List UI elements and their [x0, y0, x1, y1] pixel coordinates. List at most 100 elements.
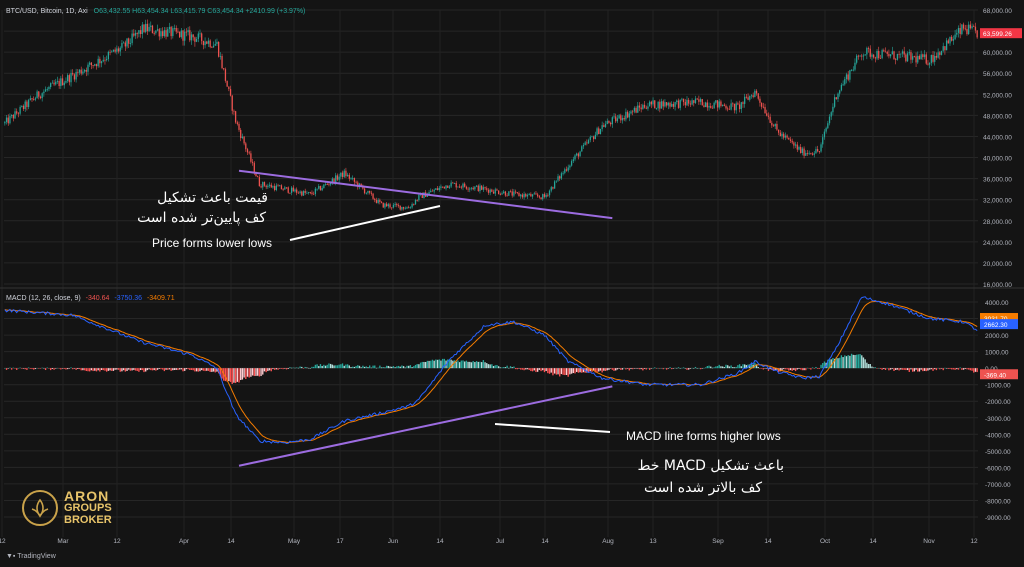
candle-body — [540, 197, 542, 200]
macd-histogram-bar — [762, 368, 765, 370]
candle-body — [257, 176, 259, 178]
macd-histogram-bar — [126, 368, 128, 372]
candle-body — [928, 62, 931, 65]
candle-body — [370, 192, 373, 194]
candle-body — [63, 82, 65, 86]
macd-histogram-bar — [24, 368, 26, 370]
macd-histogram-bar — [667, 368, 670, 369]
macd-histogram-bar — [4, 368, 6, 369]
candle-body — [156, 29, 159, 31]
macd-histogram-bar — [654, 367, 656, 369]
macd-histogram-bar — [262, 368, 264, 375]
candle-body — [801, 148, 804, 153]
macd-histogram-bar — [290, 367, 293, 369]
macd-histogram-bar — [565, 368, 568, 376]
macd-histogram-bar — [655, 368, 658, 369]
macd-histogram-bar — [440, 360, 442, 369]
macd-histogram-bar — [251, 368, 254, 376]
candle-body — [136, 32, 138, 34]
macd-histogram-bar — [492, 366, 495, 369]
candle-body — [564, 169, 566, 173]
macd-histogram-bar — [677, 367, 680, 369]
macd-histogram-bar — [874, 367, 877, 369]
macd-header[interactable]: MACD (12, 26, close, 9) -340.64 -3750.36… — [6, 295, 175, 302]
candle-body — [330, 182, 332, 185]
candle-body — [621, 118, 624, 121]
candle-body — [682, 98, 685, 103]
macd-histogram-bar — [645, 368, 647, 370]
macd-histogram-bar — [494, 365, 496, 369]
candle-body — [338, 176, 340, 180]
macd-histogram-bar — [637, 368, 639, 369]
macd-histogram-bar — [112, 368, 115, 371]
macd-histogram-bar — [750, 362, 753, 369]
candle-body — [294, 189, 296, 192]
macd-axis-label: -7000.00 — [985, 482, 1011, 489]
candle-body — [450, 182, 452, 187]
candle-body — [962, 24, 965, 29]
macd-histogram-bar — [643, 368, 646, 369]
candle-body — [688, 99, 690, 104]
candle-body — [832, 106, 834, 113]
symbol-header[interactable]: BTC/USD, Bitcoin, 1D, Axi O63,432.55 H63… — [6, 8, 305, 15]
candle-body — [260, 186, 262, 188]
candle-body — [192, 34, 194, 38]
macd-histogram-bar — [799, 368, 802, 370]
macd-histogram-bar — [616, 368, 619, 370]
macd-histogram-bar — [895, 368, 897, 370]
candle-body — [543, 194, 546, 197]
candle-body — [516, 192, 518, 193]
candle-body — [401, 206, 403, 210]
macd-histogram-bar — [341, 363, 344, 369]
candle-body — [845, 74, 848, 80]
candle-body — [387, 204, 389, 207]
candle-body — [665, 102, 668, 106]
candle-body — [207, 40, 210, 44]
macd-value: -3750.36 — [114, 295, 142, 302]
candle-body — [148, 26, 150, 32]
macd-axis-label: 2000.00 — [985, 333, 1009, 340]
macd-histogram-bar — [499, 367, 502, 369]
candle-body — [920, 54, 922, 60]
macd-histogram-bar — [888, 368, 890, 371]
candle-body — [825, 128, 827, 132]
candle-body — [864, 54, 866, 56]
candle-body — [435, 188, 437, 190]
candle-body — [406, 207, 408, 209]
macd-histogram-bar — [221, 368, 223, 379]
candle-body — [567, 167, 569, 171]
candle-body — [723, 104, 725, 106]
macd-histogram-bar — [967, 368, 970, 370]
macd-histogram-bar — [396, 366, 398, 369]
candle-body — [268, 184, 271, 186]
candle-body — [951, 36, 953, 41]
candle-body — [971, 26, 973, 29]
macd-histogram-bar — [389, 366, 391, 369]
candle-body — [667, 102, 669, 106]
candle-body — [77, 71, 79, 73]
macd-histogram-bar — [401, 365, 403, 369]
candle-body — [226, 80, 228, 87]
macd-histogram-bar — [525, 368, 527, 370]
macd-histogram-bar — [267, 368, 269, 372]
candle-body — [102, 59, 104, 62]
macd-histogram-bar — [952, 368, 955, 370]
candle-body — [311, 192, 313, 194]
candle-body — [285, 187, 288, 189]
macd-histogram-bar — [587, 368, 590, 373]
macd-histogram-bar — [133, 368, 135, 370]
candle-body — [879, 58, 882, 59]
macd-histogram-bar — [131, 368, 133, 371]
macd-histogram-bar — [704, 367, 707, 369]
candle-body — [229, 89, 232, 96]
candle-body — [486, 188, 488, 190]
macd-histogram-bar — [923, 368, 926, 371]
macd-histogram-bar — [536, 368, 539, 372]
macd-histogram-bar — [139, 368, 142, 371]
macd-histogram-bar — [469, 361, 471, 369]
macd-histogram-bar — [789, 368, 792, 371]
candle-body — [340, 172, 342, 177]
macd-histogram-bar — [44, 368, 47, 371]
